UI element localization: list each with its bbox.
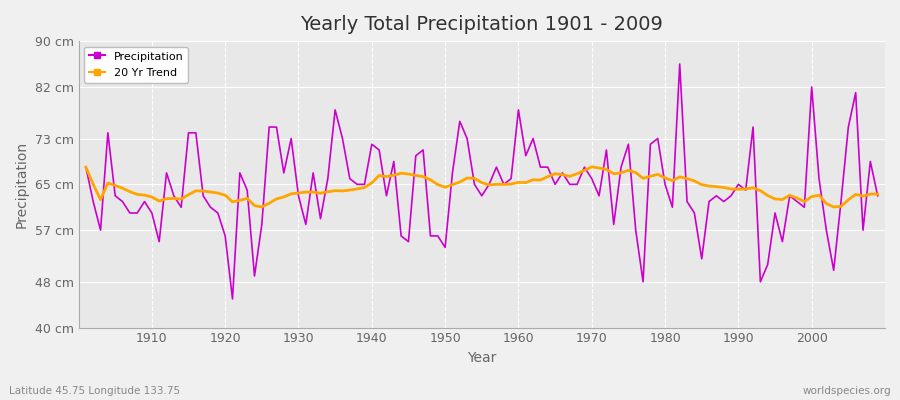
Text: Latitude 45.75 Longitude 133.75: Latitude 45.75 Longitude 133.75 (9, 386, 180, 396)
Text: worldspecies.org: worldspecies.org (803, 386, 891, 396)
Legend: Precipitation, 20 Yr Trend: Precipitation, 20 Yr Trend (84, 47, 188, 83)
Y-axis label: Precipitation: Precipitation (15, 141, 29, 228)
Title: Yearly Total Precipitation 1901 - 2009: Yearly Total Precipitation 1901 - 2009 (301, 15, 663, 34)
X-axis label: Year: Year (467, 351, 497, 365)
